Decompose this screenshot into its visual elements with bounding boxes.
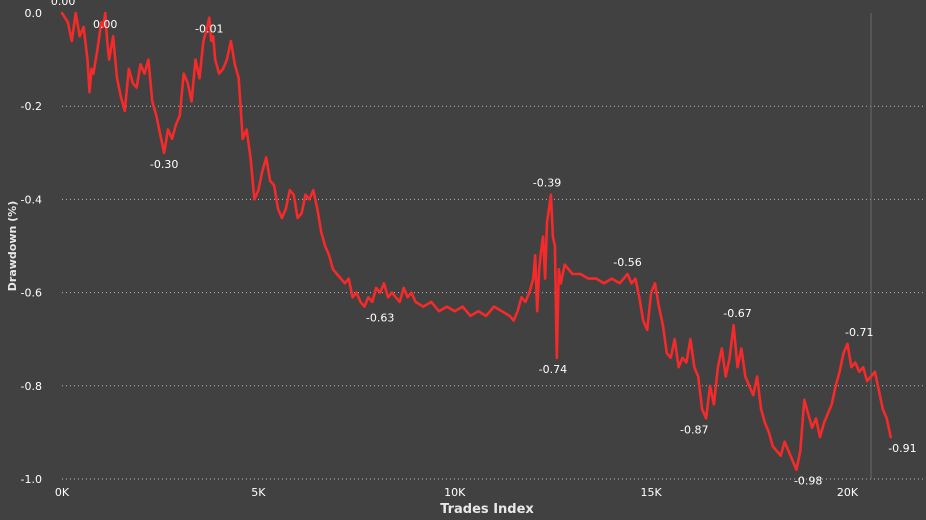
- gridlines: [62, 105, 926, 480]
- x-tick-label: 10K: [444, 486, 466, 499]
- y-tick-label: -0.4: [21, 193, 42, 206]
- data-labels: 0.00 0.00 -0.30 -0.01 -0.63 -0.39 -0.74 -0.56 -0…: [51, 0, 917, 488]
- x-axis-title: Trades Index: [440, 502, 534, 517]
- y-tick-label: -1.0: [21, 473, 42, 486]
- x-tick-label: 20K: [837, 486, 859, 499]
- y-tick-label: -0.6: [21, 287, 42, 300]
- y-tick-label: -0.2: [21, 100, 42, 113]
- x-tick-label: 15K: [640, 486, 662, 499]
- drawdown-series-line: [60, 11, 892, 471]
- data-label: -0.98: [794, 475, 822, 488]
- data-label: -0.01: [195, 23, 223, 36]
- x-axis-ticks: 0K 5K 10K 15K 20K: [55, 486, 859, 499]
- y-axis-ticks: 0.0 -0.2 -0.4 -0.6 -0.8 -1.0: [21, 7, 42, 486]
- data-label: -0.74: [539, 363, 567, 376]
- data-label: -0.56: [613, 256, 641, 269]
- x-tick-label: 0K: [55, 486, 70, 499]
- data-label: -0.91: [888, 442, 916, 455]
- x-tick-label: 5K: [251, 486, 266, 499]
- data-label: -0.30: [150, 158, 178, 171]
- y-axis-title: Drawdown (%): [6, 201, 19, 291]
- data-label: 0.00: [93, 18, 118, 31]
- data-label: -0.67: [723, 307, 751, 320]
- data-label: -0.63: [366, 312, 394, 325]
- data-label: -0.71: [845, 326, 873, 339]
- data-label: -0.87: [680, 423, 708, 436]
- y-tick-label: 0.0: [25, 7, 43, 20]
- y-tick-label: -0.8: [21, 380, 42, 393]
- data-label: 0.00: [51, 0, 76, 8]
- data-label: -0.39: [533, 177, 561, 190]
